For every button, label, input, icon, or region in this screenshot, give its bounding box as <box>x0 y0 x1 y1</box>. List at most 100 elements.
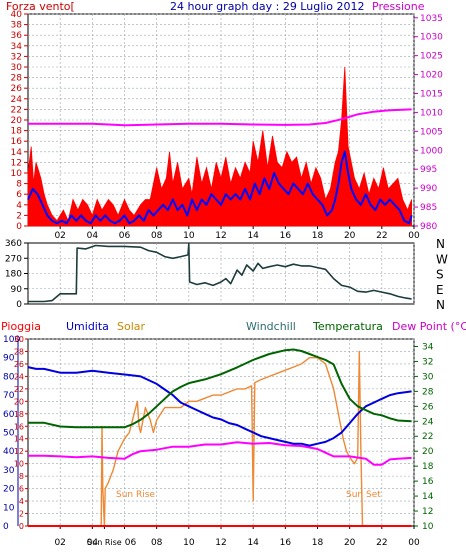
wind-tick-label: 2 <box>16 211 22 221</box>
rain-tick-label: 20 <box>14 397 24 406</box>
x-tick-label: 22 <box>376 231 387 241</box>
pressure-tick-label: 980 <box>420 222 437 232</box>
x-tick-label: 18 <box>312 231 324 241</box>
temperature-tick-label: 18 <box>422 462 434 472</box>
wind-tick-label: 22 <box>11 105 22 115</box>
wind-direction-series <box>28 243 412 303</box>
panel-direction-series <box>28 243 412 303</box>
humidity-tick-label: 70 <box>3 391 15 401</box>
x-tick-label: 18 <box>312 538 324 548</box>
temperature-tick-label: 20 <box>422 447 434 457</box>
pressure-tick-label: 995 <box>420 165 437 175</box>
legend-dewpoint: Dew Point (°C) <box>392 320 466 333</box>
series-solar <box>28 350 412 527</box>
wind-tick-label: 38 <box>11 21 23 31</box>
direction-axis-ticks: 0 90 180 270 360 <box>5 239 28 310</box>
x-tick-label: 12 <box>215 538 226 548</box>
x-tick-label: 00 <box>408 231 420 241</box>
wind-tick-label: 10 <box>11 169 23 179</box>
humidity-tick-label: 90 <box>3 354 15 364</box>
temperature-tick-label: 12 <box>422 507 433 517</box>
rain-tick-label: 4 <box>19 497 24 506</box>
pressure-tick-label: 1015 <box>420 90 443 100</box>
pressure-series <box>28 108 412 127</box>
pressure-tick-label: 1010 <box>420 108 443 118</box>
x-tick-label: 20 <box>344 231 356 241</box>
pressure-tick-label: 985 <box>420 203 437 213</box>
humidity-tick-label: 40 <box>3 447 15 457</box>
pressure-tick-label: 1020 <box>420 71 443 81</box>
x-tick-label: 00 <box>408 538 420 548</box>
humidity-tick-label: 100 <box>3 335 20 345</box>
x-tick-label: 02 <box>54 231 65 241</box>
wind-tick-label: 14 <box>11 148 23 158</box>
temperature-tick-label: 26 <box>422 402 434 412</box>
humidity-tick-label: 60 <box>3 410 15 420</box>
wind-tick-label: 8 <box>16 180 22 190</box>
temperature-tick-label: 30 <box>422 372 434 382</box>
x-tick-label: 02 <box>54 538 65 548</box>
humidity-tick-label: 50 <box>3 429 15 439</box>
x-tick-label: 12 <box>215 231 226 241</box>
x-tick-label: 08 <box>151 231 163 241</box>
legend-solar: Solar <box>117 320 146 333</box>
x-tick-label: 04 <box>87 538 99 548</box>
legend-windchill: Windchill <box>246 320 296 333</box>
wind-tick-label: 32 <box>11 52 22 62</box>
wind-avg-series <box>27 150 413 225</box>
wind-tick-label: 12 <box>11 158 22 168</box>
rain-tick-label: 8 <box>19 472 24 481</box>
legend-humidity: Umidita <box>66 320 109 333</box>
wind-tick-label: 18 <box>11 127 23 137</box>
wind-tick-label: 4 <box>16 201 22 211</box>
x-tick-label: 08 <box>151 538 163 548</box>
direction-tick-label: 360 <box>5 239 22 249</box>
rain-tick-label: 24 <box>14 372 24 381</box>
temperature-tick-label: 32 <box>422 357 433 367</box>
x-tick-label: 14 <box>247 538 259 548</box>
x-tick-label: 06 <box>125 538 137 548</box>
compass-label: S <box>436 268 444 282</box>
compass-label: N <box>436 298 445 312</box>
sunset-label: Sun Set <box>346 490 381 500</box>
temperature-tick-label: 34 <box>422 342 434 352</box>
wind-tick-label: 28 <box>11 74 23 84</box>
x-tick-label: 04 <box>87 231 99 241</box>
x-tick-label: 10 <box>183 538 195 548</box>
panel-temp-series <box>27 348 412 527</box>
direction-tick-label: 0 <box>16 300 22 310</box>
wind-tick-label: 6 <box>16 190 22 200</box>
panel-direction-grid <box>28 243 415 304</box>
rain-tick-label: 2 <box>19 510 24 519</box>
wind-tick-label: 20 <box>11 116 23 126</box>
x-tick-label: 22 <box>376 538 387 548</box>
panel-temp-grid <box>28 338 415 526</box>
compass-label: W <box>436 252 448 266</box>
rain-tick-label: 14 <box>14 435 24 444</box>
panel-wind-grid <box>28 13 415 226</box>
rain-tick-label: 18 <box>14 410 24 419</box>
panel-wind-x-ticks: 02 04 06 08 10 12 14 16 18 20 22 00 <box>54 226 420 241</box>
legend-rain: Pioggia <box>1 320 41 333</box>
rain-tick-label: 26 <box>14 360 24 369</box>
compass-label: N <box>436 237 445 251</box>
pressure-tick-label: 990 <box>420 184 437 194</box>
compass-label: E <box>436 283 444 297</box>
rain-tick-label: 30 <box>14 335 24 344</box>
series-umidita <box>27 366 412 447</box>
rain-tick-label: 6 <box>19 485 24 494</box>
pressure-tick-label: 1030 <box>420 33 443 43</box>
graph-title: 24 hour graph day : 29 Luglio 2012 <box>170 0 365 13</box>
x-tick-label: 20 <box>344 538 356 548</box>
wind-tick-label: 34 <box>11 42 23 52</box>
pressure-tick-label: 1005 <box>420 127 443 137</box>
temperature-tick-label: 24 <box>422 417 434 427</box>
humidity-tick-label: 0 <box>3 522 9 532</box>
temperature-tick-label: 16 <box>422 477 434 487</box>
rain-tick-label: 0 <box>19 522 24 531</box>
x-tick-label: 10 <box>183 231 195 241</box>
humidity-axis-ticks: 0 10 20 30 40 50 60 70 80 90 100 <box>3 335 20 532</box>
rain-tick-label: 12 <box>14 447 24 456</box>
